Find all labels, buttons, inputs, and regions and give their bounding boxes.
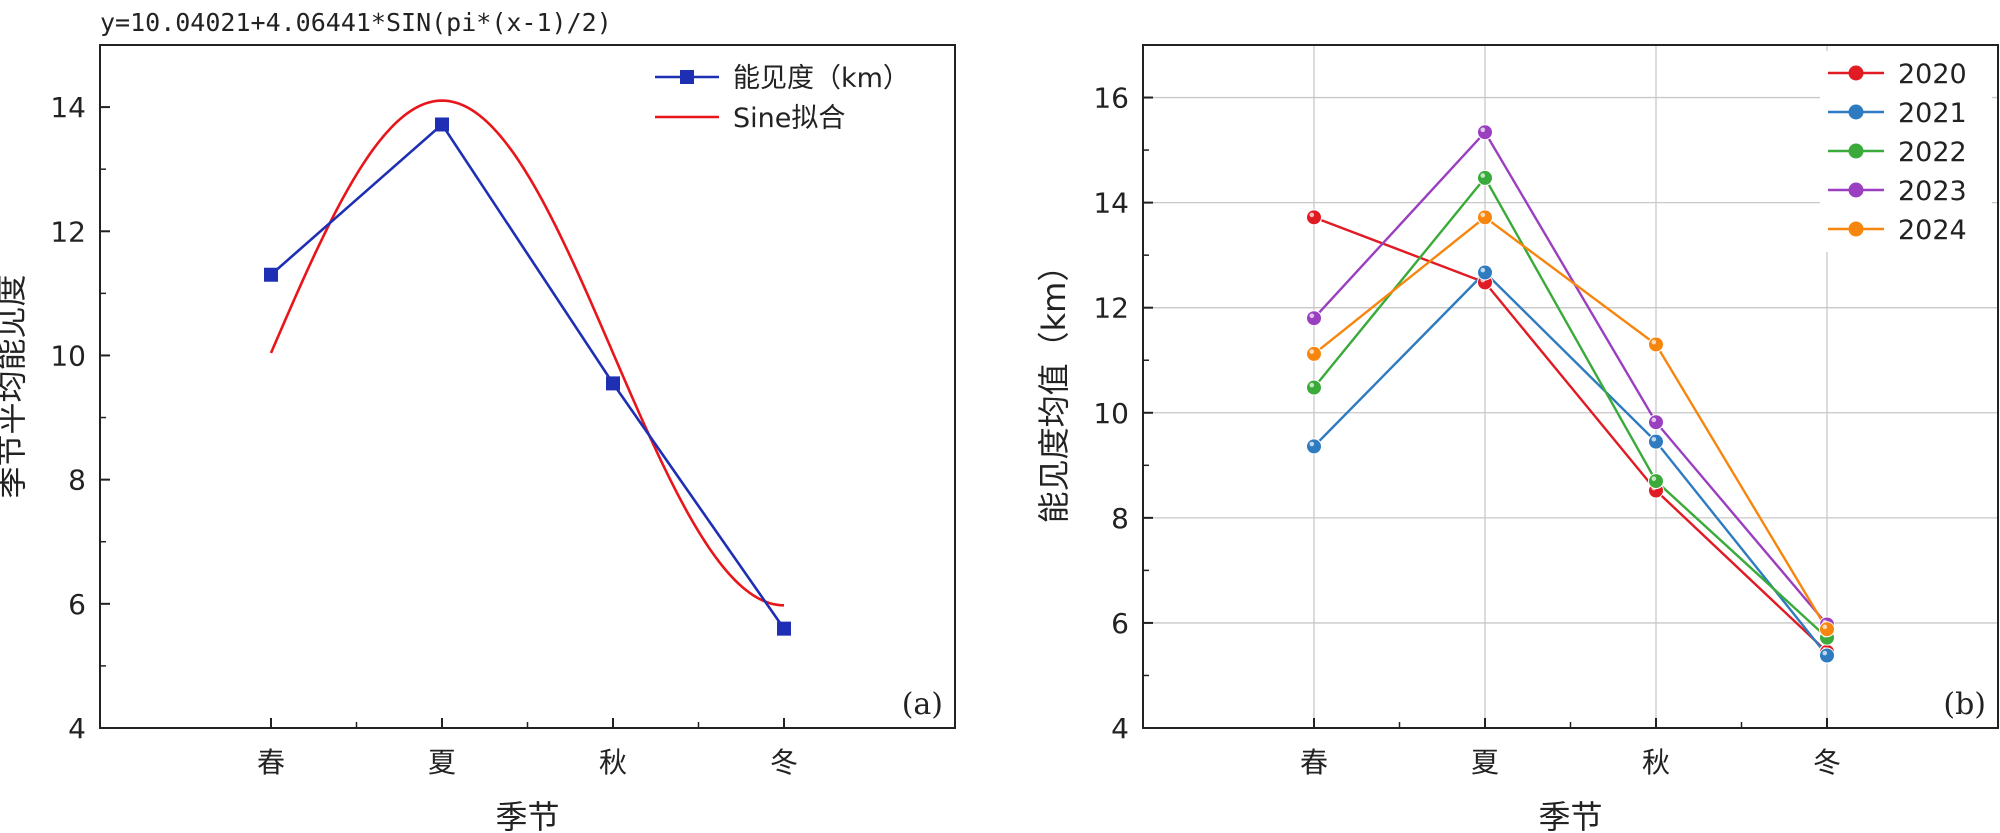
legend-marker bbox=[1848, 65, 1864, 81]
series-line-2024 bbox=[1313, 215, 1829, 630]
legend-label: 2024 bbox=[1898, 215, 1967, 246]
data-point-2022 bbox=[1477, 169, 1493, 186]
data-point-highlight bbox=[1651, 417, 1657, 423]
legend-label: 2021 bbox=[1898, 98, 1967, 129]
series-line-2023 bbox=[1313, 130, 1828, 626]
data-point-2023 bbox=[1477, 124, 1493, 141]
legend-fit-label: Sine拟合 bbox=[733, 103, 845, 134]
legend-label: 能见度（km） bbox=[733, 63, 910, 94]
y-tick-label: 12 bbox=[1093, 292, 1129, 325]
data-point-2021 bbox=[1819, 647, 1835, 664]
y-axis-title: 能见度均值（km） bbox=[1035, 250, 1073, 524]
legend-marker bbox=[1848, 182, 1864, 198]
data-point-square bbox=[264, 267, 278, 282]
y-axis-title: 季节平均能见度 bbox=[0, 274, 30, 498]
y-tick-label: 10 bbox=[1093, 397, 1129, 430]
data-point-2024 bbox=[1819, 621, 1835, 638]
data-point-square bbox=[606, 376, 620, 391]
data-point-highlight bbox=[1309, 441, 1315, 447]
data-point-highlight bbox=[1651, 436, 1657, 442]
series-line-2020 bbox=[1313, 216, 1828, 653]
data-point-highlight bbox=[1480, 173, 1486, 178]
data-point-highlight bbox=[1822, 650, 1828, 656]
y-tick-label: 4 bbox=[1111, 712, 1129, 745]
y-tick-label: 14 bbox=[50, 91, 86, 124]
legend-marker bbox=[680, 70, 694, 84]
y-tick-label: 14 bbox=[1093, 187, 1129, 220]
legend-marker bbox=[1848, 221, 1864, 237]
x-tick-label: 秋 bbox=[1642, 746, 1670, 779]
x-tick-label: 春 bbox=[1300, 746, 1328, 779]
y-tick-label: 8 bbox=[68, 464, 86, 497]
data-point-2020 bbox=[1306, 209, 1322, 226]
data-point-2021 bbox=[1477, 264, 1493, 281]
y-tick-label: 8 bbox=[1111, 502, 1129, 535]
data-point-2023 bbox=[1648, 414, 1664, 431]
plot-frame bbox=[99, 44, 956, 729]
x-tick-label: 春 bbox=[257, 746, 285, 779]
data-point-2024 bbox=[1306, 345, 1322, 362]
data-point-2021 bbox=[1306, 438, 1322, 455]
fit-formula-label: y=10.04021+4.06441*SIN(pi*(x-1)/2) bbox=[100, 8, 612, 37]
legend-marker bbox=[1848, 143, 1864, 159]
data-point-2021 bbox=[1648, 433, 1664, 450]
series-line-2022 bbox=[1313, 175, 1828, 639]
series-line-visibility bbox=[270, 122, 786, 630]
data-point-highlight bbox=[1822, 624, 1828, 630]
data-point-2023 bbox=[1306, 310, 1322, 327]
panel-label: (b) bbox=[1943, 687, 1986, 722]
data-point-highlight bbox=[1480, 127, 1486, 133]
legend-marker bbox=[1848, 104, 1864, 120]
data-point-highlight bbox=[1309, 382, 1315, 388]
panel-b: 4 6 8 10 12 14 16 春 夏 秋 冬季节 能见度均值（km） (b) 2020 2021 202… bbox=[1035, 44, 1999, 833]
y-tick-label: 4 bbox=[68, 712, 86, 745]
x-tick-label: 冬 bbox=[770, 746, 798, 779]
data-point-square bbox=[435, 117, 449, 132]
data-point-highlight bbox=[1309, 313, 1315, 319]
y-tick-label: 6 bbox=[1111, 607, 1129, 640]
x-tick-label: 秋 bbox=[599, 746, 627, 779]
data-point-highlight bbox=[1480, 212, 1486, 218]
legend-label: 2022 bbox=[1898, 137, 1967, 168]
data-point-2022 bbox=[1306, 379, 1322, 396]
data-point-2024 bbox=[1648, 336, 1664, 353]
legend-label: 2023 bbox=[1898, 176, 1967, 207]
x-axis-title: 季节 bbox=[495, 798, 559, 833]
data-point-square bbox=[777, 621, 791, 636]
series-line-2021 bbox=[1313, 270, 1828, 657]
x-tick-label: 夏 bbox=[1471, 746, 1499, 779]
y-tick-label: 6 bbox=[68, 588, 86, 621]
data-point-2022 bbox=[1648, 473, 1664, 490]
x-tick-label: 冬 bbox=[1813, 746, 1841, 779]
panel-label: (a) bbox=[902, 687, 943, 722]
panel-a: 4 6 8 10 12 14 春 夏 秋 冬季节 季节平均能见度 (a) 能见度（km） Sine拟合 bbox=[0, 44, 956, 833]
sine-fit-curve bbox=[269, 99, 785, 607]
data-point-2024 bbox=[1477, 209, 1493, 226]
y-tick-label: 10 bbox=[50, 339, 86, 372]
data-point-highlight bbox=[1651, 339, 1657, 345]
data-point-highlight bbox=[1309, 212, 1315, 218]
y-tick-label: 16 bbox=[1093, 82, 1129, 115]
y-tick-label: 12 bbox=[50, 215, 86, 248]
data-point-highlight bbox=[1651, 476, 1657, 481]
x-tick-label: 夏 bbox=[428, 746, 456, 779]
data-point-highlight bbox=[1480, 267, 1486, 273]
x-axis-title: 季节 bbox=[1538, 798, 1602, 833]
data-point-highlight bbox=[1309, 349, 1315, 354]
legend-label: 2020 bbox=[1898, 59, 1967, 90]
